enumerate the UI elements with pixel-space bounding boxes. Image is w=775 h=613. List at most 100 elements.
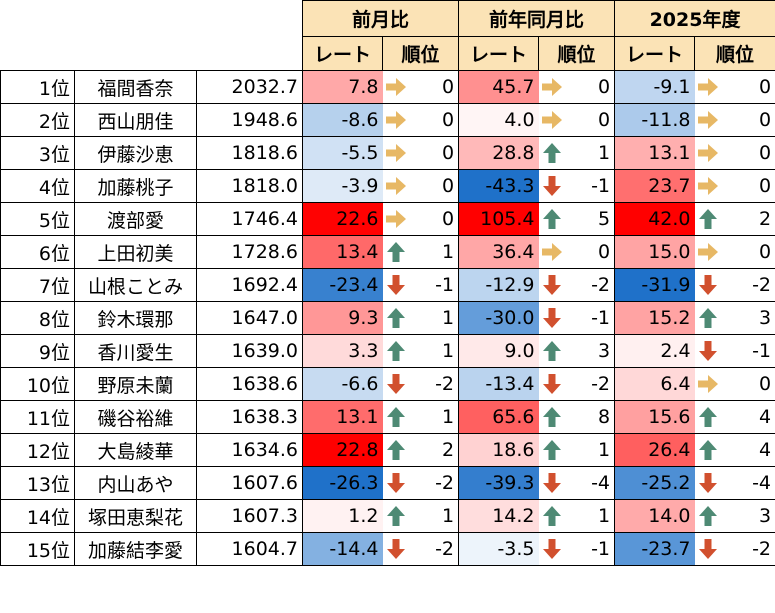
flat-arrow-icon	[538, 70, 565, 104]
player-name: 山根ことみ	[74, 268, 197, 302]
player-name: 西山朋佳	[74, 103, 197, 137]
rank-change-cell: 1	[408, 301, 460, 335]
rank-change-cell: 1	[564, 136, 616, 170]
down-arrow-icon	[382, 268, 409, 302]
rate-change-cell: -30.0	[458, 301, 539, 335]
rate-change-cell: -43.3	[458, 169, 539, 203]
up-arrow-icon	[382, 301, 409, 335]
rank-change-cell: 0	[408, 70, 460, 104]
rank-change-cell: 5	[564, 202, 616, 236]
rank-change-cell: 0	[408, 136, 460, 170]
down-arrow-icon	[538, 367, 565, 401]
flat-arrow-icon	[694, 169, 721, 203]
down-arrow-icon	[538, 268, 565, 302]
header-yearly: 前年同月比	[458, 0, 616, 37]
table-row: 7位 山根ことみ 1692.4 -23.4 -1 -12.9 -2 -31.9 -2	[0, 268, 775, 302]
table-row: 13位 内山あや 1607.6 -26.3 -2 -39.3 -4 -25.2 -4	[0, 466, 775, 500]
rank-cell: 7位	[0, 268, 75, 302]
rating-score: 1647.0	[195, 301, 304, 335]
rank-change-cell: 0	[564, 70, 616, 104]
player-name: 内山あや	[74, 466, 197, 500]
table-row: 1位 福間香奈 2032.7 7.8 0 45.7 0 -9.1 0	[0, 70, 775, 104]
table-row: 6位 上田初美 1728.6 13.4 1 36.4 0 15.0 0	[0, 235, 775, 269]
table-row: 2位 西山朋佳 1948.6 -8.6 0 4.0 0 -11.8 0	[0, 103, 775, 137]
flat-arrow-icon	[694, 235, 721, 269]
rank-change-cell: 1	[408, 235, 460, 269]
rank-cell: 10位	[0, 367, 75, 401]
table-row: 11位 磯谷裕維 1638.3 13.1 1 65.6 8 15.6 4	[0, 400, 775, 434]
rank-cell: 3位	[0, 136, 75, 170]
table-row: 15位 加藤結李愛 1604.7 -14.4 -2 -3.5 -1 -23.7 -2	[0, 532, 775, 566]
rate-change-cell: -26.3	[302, 466, 383, 500]
up-arrow-icon	[382, 235, 409, 269]
flat-arrow-icon	[694, 103, 721, 137]
rank-change-cell: -4	[564, 466, 616, 500]
rate-change-cell: -23.7	[614, 532, 695, 566]
up-arrow-icon	[694, 499, 721, 533]
rank-change-cell: 3	[720, 499, 775, 533]
rate-change-cell: 42.0	[614, 202, 695, 236]
player-name: 塚田恵梨花	[74, 499, 197, 533]
rank-cell: 15位	[0, 532, 75, 566]
rate-change-cell: -3.9	[302, 169, 383, 203]
rate-change-cell: 36.4	[458, 235, 539, 269]
table-row: 12位 大島綾華 1634.6 22.8 2 18.6 1 26.4 4	[0, 433, 775, 467]
rank-change-cell: 0	[564, 235, 616, 269]
rate-change-cell: 18.6	[458, 433, 539, 467]
rank-change-cell: 4	[720, 433, 775, 467]
rank-change-cell: -4	[720, 466, 775, 500]
rate-change-cell: 28.8	[458, 136, 539, 170]
rate-change-cell: 14.2	[458, 499, 539, 533]
rank-change-cell: 0	[720, 235, 775, 269]
up-arrow-icon	[538, 499, 565, 533]
rate-change-cell: -6.6	[302, 367, 383, 401]
rate-change-cell: 4.0	[458, 103, 539, 137]
rank-cell: 1位	[0, 70, 75, 104]
rank-change-cell: -2	[720, 532, 775, 566]
up-arrow-icon	[382, 499, 409, 533]
rank-change-cell: -2	[408, 367, 460, 401]
rating-score: 1634.6	[195, 433, 304, 467]
rating-score: 1639.0	[195, 334, 304, 368]
rank-cell: 2位	[0, 103, 75, 137]
player-name: 野原未蘭	[74, 367, 197, 401]
rank-change-cell: 1	[408, 400, 460, 434]
rank-change-cell: -2	[564, 367, 616, 401]
rate-change-cell: -23.4	[302, 268, 383, 302]
rank-cell: 6位	[0, 235, 75, 269]
rate-change-cell: 15.6	[614, 400, 695, 434]
rate-change-cell: -8.6	[302, 103, 383, 137]
rate-change-cell: 6.4	[614, 367, 695, 401]
rate-change-cell: -5.5	[302, 136, 383, 170]
flat-arrow-icon	[694, 367, 721, 401]
player-name: 加藤結李愛	[74, 532, 197, 566]
header-rank: 順位	[694, 36, 775, 71]
flat-arrow-icon	[382, 202, 409, 236]
rating-score: 1818.0	[195, 169, 304, 203]
header-rate: レート	[302, 36, 384, 71]
rank-change-cell: -2	[720, 268, 775, 302]
rank-change-cell: 0	[720, 169, 775, 203]
rate-change-cell: -14.4	[302, 532, 383, 566]
rate-change-cell: 13.4	[302, 235, 383, 269]
player-name: 大島綾華	[74, 433, 197, 467]
header-rate: レート	[458, 36, 540, 71]
rating-score: 1638.6	[195, 367, 304, 401]
rank-change-cell: 1	[564, 499, 616, 533]
rank-change-cell: 0	[720, 70, 775, 104]
rate-change-cell: 3.3	[302, 334, 383, 368]
rate-change-cell: 15.2	[614, 301, 695, 335]
flat-arrow-icon	[382, 103, 409, 137]
rate-change-cell: 13.1	[302, 400, 383, 434]
rate-change-cell: 45.7	[458, 70, 539, 104]
table-row: 14位 塚田恵梨花 1607.3 1.2 1 14.2 1 14.0 3	[0, 499, 775, 533]
table-row: 10位 野原未蘭 1638.6 -6.6 -2 -13.4 -2 6.4 0	[0, 367, 775, 401]
rating-score: 1948.6	[195, 103, 304, 137]
rate-change-cell: -39.3	[458, 466, 539, 500]
rating-score: 1746.4	[195, 202, 304, 236]
rank-change-cell: 0	[408, 202, 460, 236]
rate-change-cell: -13.4	[458, 367, 539, 401]
down-arrow-icon	[382, 466, 409, 500]
rate-change-cell: 22.8	[302, 433, 383, 467]
rate-change-cell: -31.9	[614, 268, 695, 302]
